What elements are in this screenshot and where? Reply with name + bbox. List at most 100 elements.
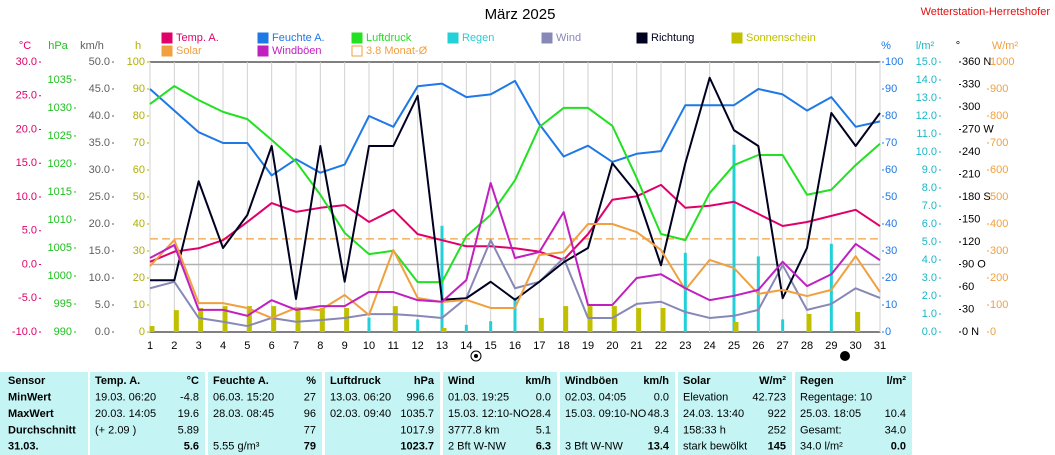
table-cell: 5.55 g/m³ (213, 441, 260, 453)
y-tick-label: 200 (990, 272, 1008, 284)
y-tick-label: 990 (54, 326, 72, 338)
y-tick-label: 40.0 (89, 110, 110, 122)
y-tick-label: 1000 (48, 270, 72, 282)
x-tick-label: 3 (196, 340, 202, 352)
table-column-bg (90, 372, 205, 455)
y-tick-label: 1030 (48, 102, 72, 114)
y-tick-label: 100 (990, 299, 1008, 311)
table-header-unit: W/m² (759, 375, 786, 387)
y-tick-label: 40 (133, 218, 145, 230)
table-cell-value: 922 (768, 408, 786, 420)
y-tick-label: 13.0 (916, 92, 937, 104)
bar (392, 306, 398, 332)
series-line (149, 223, 881, 319)
legend-label: Feuchte A. (272, 32, 325, 44)
table-row-label: MinWert (8, 392, 52, 404)
table-cell-value: 96 (304, 408, 316, 420)
chart-title: März 2025 (485, 6, 556, 23)
y-tick-label: 120 (962, 236, 980, 248)
y-tick-label: 15.0 (916, 56, 937, 68)
table-cell-value: 0.0 (536, 392, 551, 404)
bar (660, 307, 666, 332)
y-tick-label: 30 (133, 245, 145, 257)
table-column-bg (443, 372, 557, 455)
table-cell: Regentage: 10 (800, 392, 872, 404)
x-tick-label: 25 (728, 340, 740, 352)
y-tick-label: 60 (962, 281, 974, 293)
bar (855, 312, 861, 332)
series-line (149, 181, 881, 317)
y-tick-label: 700 (990, 137, 1008, 149)
table-cell-value: 27 (304, 392, 316, 404)
y-tick-label: 240 (962, 146, 980, 158)
y-tick-label: 150 (962, 213, 980, 225)
bar (222, 306, 228, 332)
table-cell: stark bewölkt (683, 441, 747, 453)
y-tick-label: 14.0 (916, 74, 937, 86)
legend-swatch (447, 32, 459, 44)
y-tick-label: 1025 (48, 130, 72, 142)
y-tick-label: 25.0 (16, 90, 37, 102)
y-tick-label: 35.0 (89, 137, 110, 149)
table-header: Wind (448, 375, 475, 387)
y-tick-label: 50 (133, 191, 145, 203)
x-tick-label: 21 (631, 340, 643, 352)
y-tick-label: 1010 (48, 214, 72, 226)
y-tick-label: 70 (133, 137, 145, 149)
table-header: Windböen (565, 375, 618, 387)
y-tick-label: 1000 (990, 56, 1014, 68)
table-row-label: Durchschnitt (8, 424, 76, 436)
bar (440, 225, 444, 332)
y-tick-label: 600 (990, 164, 1008, 176)
y-tick-label: -10.0 (12, 326, 37, 338)
table-cell-value: 5.1 (536, 424, 551, 436)
table-header: Sensor (8, 375, 46, 387)
bar (173, 310, 179, 332)
y-tick-label: 50 (885, 191, 897, 203)
y-tick-label: 1005 (48, 242, 72, 254)
x-tick-label: 19 (582, 340, 594, 352)
table-cell: 02.03. 04:05 (565, 392, 626, 404)
bar (538, 317, 544, 332)
legend-label: Luftdruck (366, 32, 412, 44)
axis-title: W/m² (992, 40, 1019, 52)
y-tick-label: 90 (133, 83, 145, 95)
table-cell: 34.0 l/m² (800, 441, 843, 453)
y-tick-label: 900 (990, 83, 1008, 95)
legend-swatch (541, 32, 553, 44)
legend-swatch (636, 32, 648, 44)
table-cell: 2 Bft W-NW (448, 441, 506, 453)
table-cell: 02.03. 09:40 (330, 408, 391, 420)
table-cell: 01.03. 19:25 (448, 392, 509, 404)
y-tick-label: 30.0 (16, 56, 37, 68)
bar (441, 327, 447, 332)
x-tick-label: 22 (655, 340, 667, 352)
x-tick-label: 4 (220, 340, 226, 352)
y-tick-label: 45.0 (89, 83, 110, 95)
y-tick-label: 20.0 (89, 218, 110, 230)
bar (149, 326, 155, 332)
y-tick-label: 0 (139, 326, 145, 338)
y-tick-label: 10.0 (16, 191, 37, 203)
legend-swatch (161, 45, 173, 57)
bar (587, 306, 593, 332)
table-cell-value: 28.4 (530, 408, 551, 420)
x-tick-label: 31 (874, 340, 886, 352)
table-header-unit: hPa (414, 375, 435, 387)
table-cell: 19.03. 06:20 (95, 392, 156, 404)
y-tick-label: 8.0 (922, 182, 937, 194)
y-tick-label: 15.0 (89, 245, 110, 257)
legend-label: Richtung (651, 32, 694, 44)
bar (489, 321, 493, 332)
legend-swatch (351, 32, 363, 44)
table-cell: 24.03. 13:40 (683, 408, 744, 420)
y-tick-label: 10.0 (89, 272, 110, 284)
x-tick-label: 20 (606, 340, 618, 352)
x-tick-label: 29 (825, 340, 837, 352)
table-header: Luftdruck (330, 375, 382, 387)
legend-label: Sonnenschein (746, 32, 816, 44)
table-header: Feuchte A. (213, 375, 269, 387)
table-header-unit: °C (187, 375, 199, 387)
y-tick-label: 0.0 (22, 258, 37, 270)
